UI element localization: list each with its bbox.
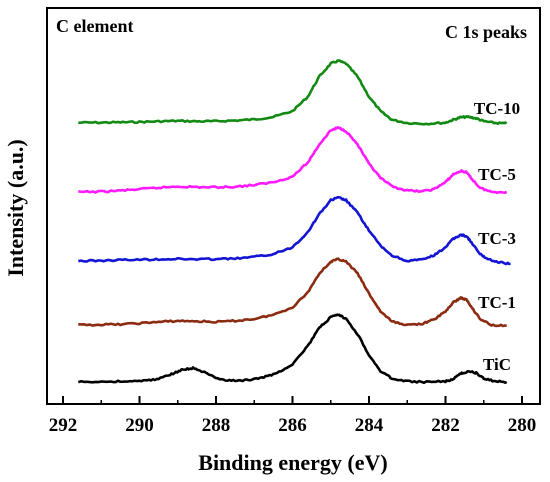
corner-label-right: C 1s peaks: [445, 22, 527, 42]
x-ticks: 292 290 288 286 284 282 280: [49, 396, 537, 436]
series-line-tc-3: [78, 195, 511, 266]
x-tick-label: 288: [202, 415, 231, 436]
x-axis-title: Binding energy (eV): [198, 450, 387, 475]
x-tick-label: 290: [125, 415, 154, 436]
series-label-tc-10: TC-10: [474, 99, 520, 118]
plot-frame: [46, 7, 541, 405]
x-tick-label: 286: [278, 415, 307, 436]
x-tick-label: 282: [431, 415, 460, 436]
series-line-tc-10: [78, 59, 508, 126]
series-labels: TC-10 TC-5 TC-3 TC-1 TiC: [474, 99, 520, 374]
x-tick-label: 280: [508, 415, 537, 436]
series-label-tc-3: TC-3: [478, 229, 516, 248]
corner-label-left: C element: [56, 16, 133, 36]
series-label-tc-1: TC-1: [478, 293, 516, 312]
x-tick-label: 284: [355, 415, 384, 436]
x-tick-label: 292: [49, 415, 78, 436]
series-line-tc-1: [78, 257, 507, 328]
y-axis-title: Intensity (a.u.): [3, 139, 28, 277]
series-group: [77, 59, 511, 385]
series-line-tic: [77, 313, 508, 385]
series-label-tic: TiC: [483, 355, 511, 374]
series-label-tc-5: TC-5: [478, 165, 516, 184]
series-line-tc-5: [78, 126, 508, 195]
